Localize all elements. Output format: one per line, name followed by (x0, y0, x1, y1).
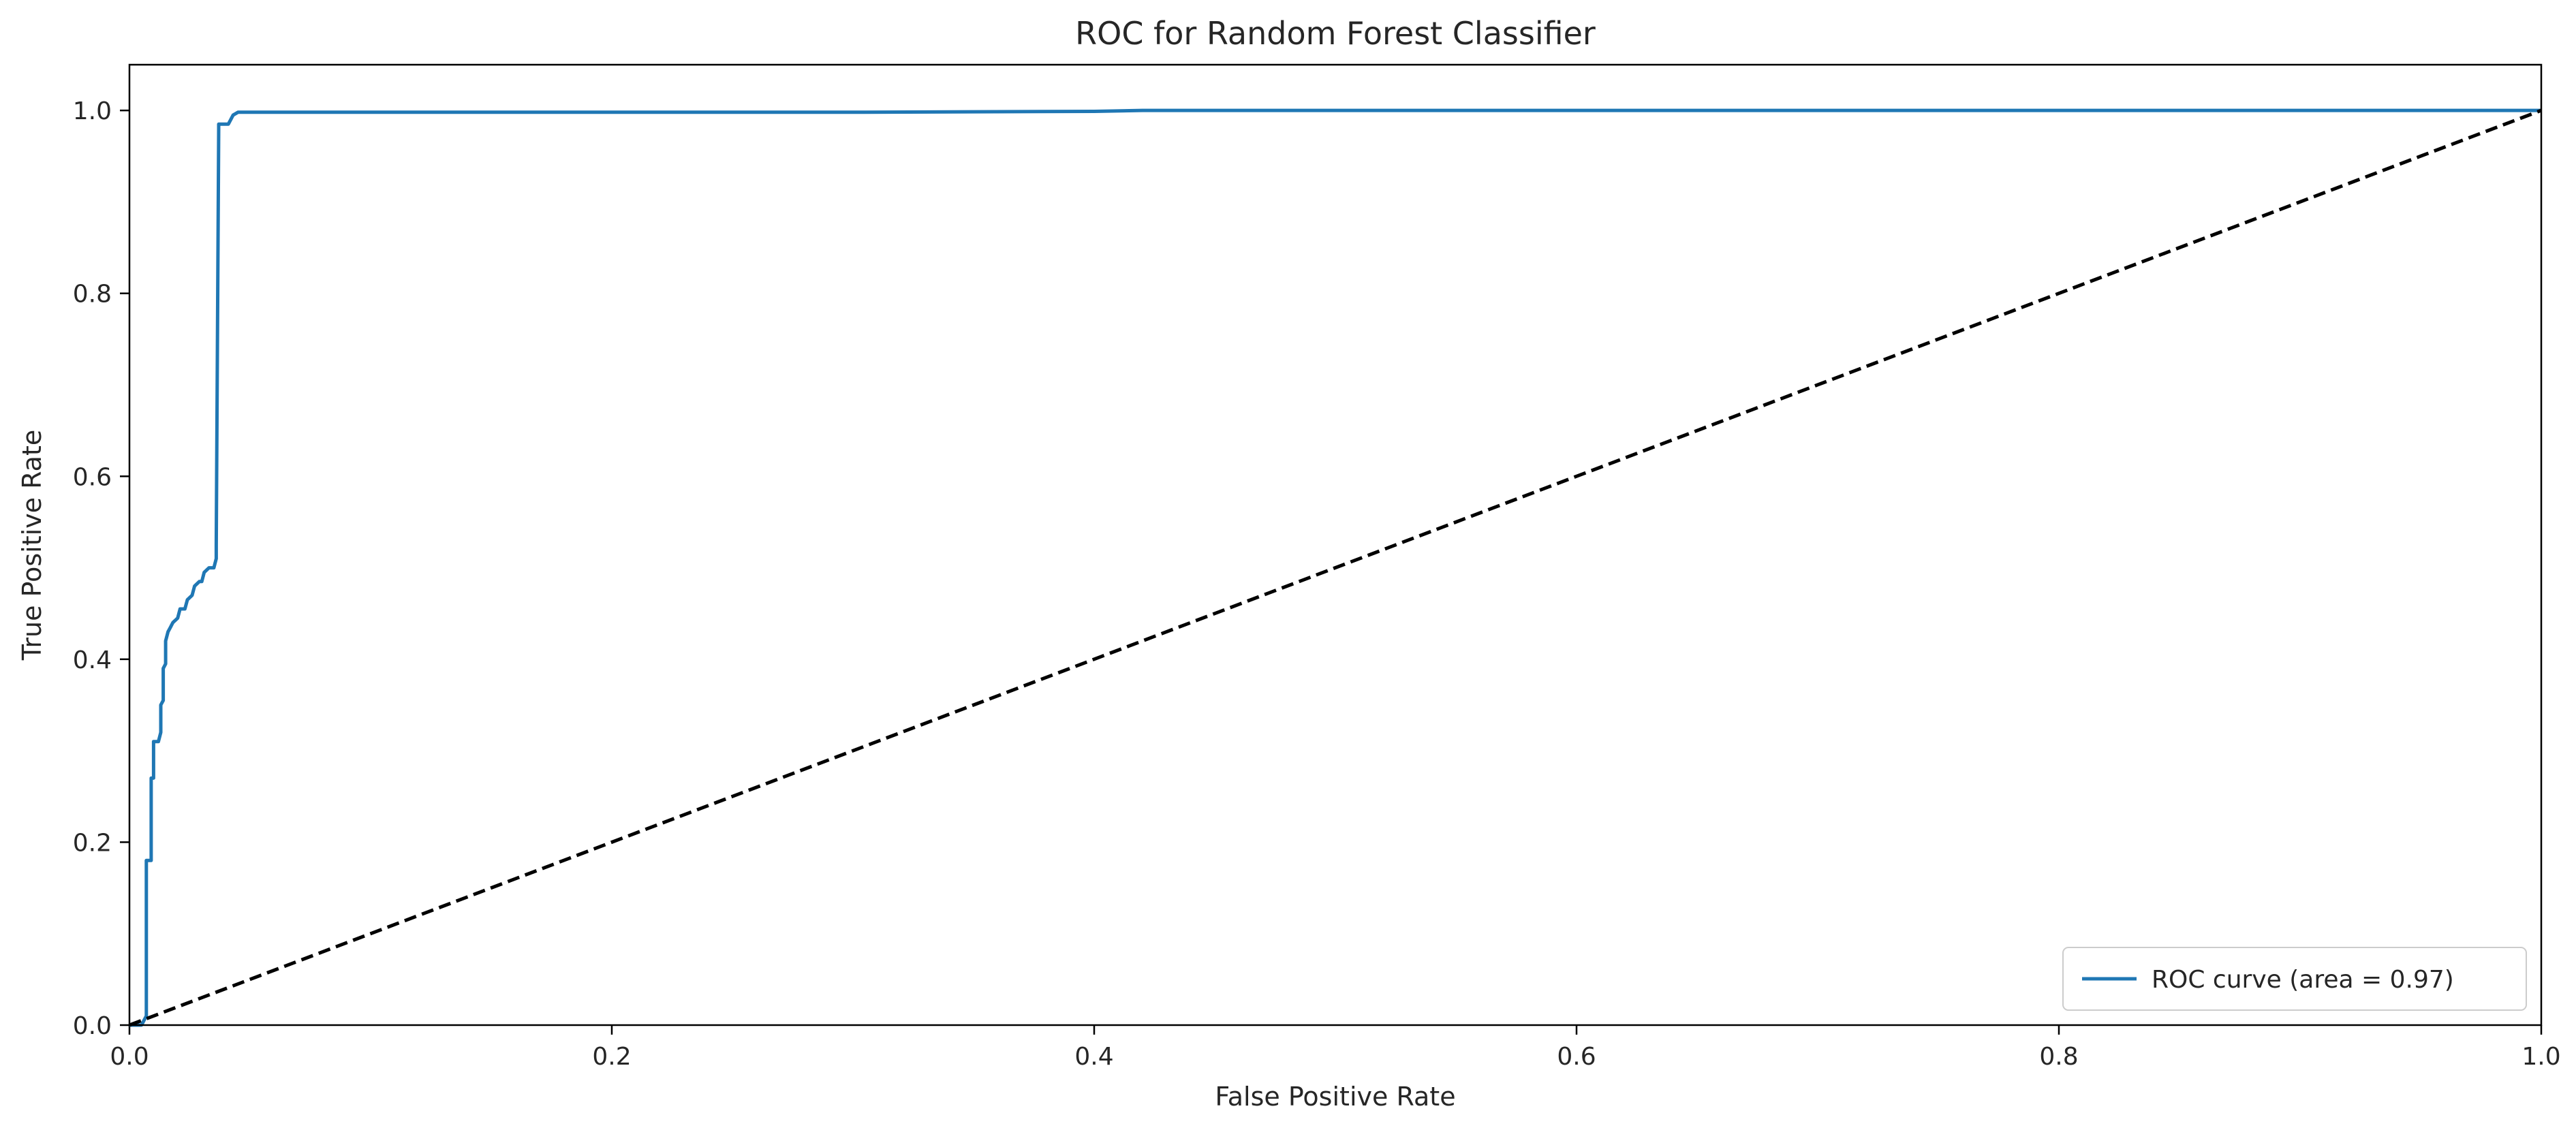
y-tick-label: 0.4 (73, 646, 112, 674)
plot-frame (128, 63, 2543, 1026)
x-tick-label: 0.4 (1074, 1043, 1113, 1071)
chance-diagonal-line (129, 108, 2542, 1027)
y-tick-label: 1.0 (73, 97, 112, 125)
legend-label-roc-curve: ROC curve (area = 0.97) (2152, 966, 2454, 994)
x-axis-label: False Positive Rate (1215, 1082, 1455, 1112)
series-layer (129, 108, 2542, 1027)
y-tick-label: 0.0 (73, 1012, 112, 1040)
roc-curve-line (129, 108, 2541, 1027)
legend: ROC curve (area = 0.97) (2062, 947, 2527, 1011)
y-axis-ticks: 0.0 0.2 0.4 0.6 0.8 1.0 (73, 97, 129, 1040)
x-tick-label: 0.0 (110, 1043, 149, 1071)
x-tick-label: 1.0 (2521, 1043, 2560, 1071)
y-tick-label: 0.6 (73, 463, 112, 491)
x-tick-label: 0.8 (2039, 1043, 2078, 1071)
x-axis-ticks: 0.0 0.2 0.4 0.6 0.8 1.0 (110, 1025, 2561, 1071)
y-tick-label: 0.2 (73, 829, 112, 857)
x-tick-label: 0.2 (592, 1043, 631, 1071)
x-tick-label: 0.6 (1557, 1043, 1596, 1071)
chart-title: ROC for Random Forest Classifier (1075, 15, 1596, 52)
y-axis-label: True Positive Rate (17, 430, 47, 661)
y-tick-label: 0.8 (73, 281, 112, 309)
legend-box (2062, 947, 2527, 1011)
